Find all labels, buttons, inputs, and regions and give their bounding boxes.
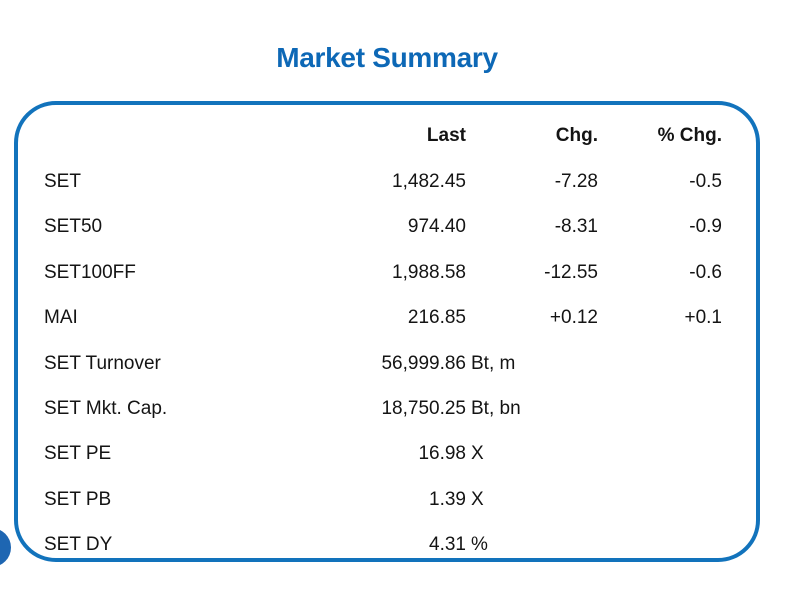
row-label: SET50 [44,216,103,238]
market-summary-panel: Last Chg. % Chg. SET 1,482.45 -7.28 -0.5… [14,101,760,562]
last-value: 56,999.86 [381,352,466,374]
pct-chg-value: -0.6 [689,261,722,283]
page-title: Market Summary [276,42,498,73]
row-label: SET Turnover [44,352,161,374]
last-value: 1,988.58 [392,261,466,283]
corner-circle-decoration [0,528,11,567]
column-header-chg: Chg. [555,125,598,146]
unit-suffix: X [471,443,484,465]
chg-value: -8.31 [554,216,598,238]
unit-suffix: % [471,534,488,556]
row-label: MAI [44,307,78,329]
pct-chg-value: +0.1 [684,307,722,329]
last-value: 216.85 [407,307,466,329]
row-label: SET PB [44,488,112,510]
chg-value: +0.12 [549,307,598,329]
last-value: 18,750.25 [381,398,466,419]
column-header-pct-chg: % Chg. [657,125,722,146]
pct-chg-value: -0.9 [689,216,722,238]
last-value: 1.39 [429,488,466,510]
unit-suffix: Bt, m [471,352,516,374]
table-header-row: Last Chg. % Chg. [18,126,756,146]
pct-chg-value: -0.5 [689,171,722,192]
row-label: SET DY [44,534,113,556]
table-row: MAI 216.85 +0.12 +0.1 [18,308,756,328]
chg-value: -7.28 [554,171,598,192]
last-value: 974.40 [407,216,466,238]
last-value: 1,482.45 [392,171,466,192]
table-row: SET100FF 1,988.58 -12.55 -0.6 [18,261,756,283]
row-label: SET100FF [44,261,136,283]
table-row: SET PB 1.39 X [18,488,756,510]
table-row: SET Mkt. Cap. 18,750.25 Bt, bn [18,399,756,419]
chg-value: -12.55 [544,261,598,283]
last-value: 16.98 [418,443,466,465]
row-label: SET [44,171,81,192]
row-label: SET Mkt. Cap. [44,398,168,419]
row-label: SET PE [44,443,112,465]
table-row: SET PE 16.98 X [18,444,756,464]
table-row: SET 1,482.45 -7.28 -0.5 [18,172,756,192]
column-header-last: Last [426,125,466,146]
table-row: SET50 974.40 -8.31 -0.9 [18,217,756,237]
table-row: SET Turnover 56,999.86 Bt, m [18,352,756,374]
table-row: SET DY 4.31 % [18,535,756,555]
unit-suffix: Bt, bn [471,398,521,419]
unit-suffix: X [471,488,484,510]
last-value: 4.31 [429,534,466,556]
